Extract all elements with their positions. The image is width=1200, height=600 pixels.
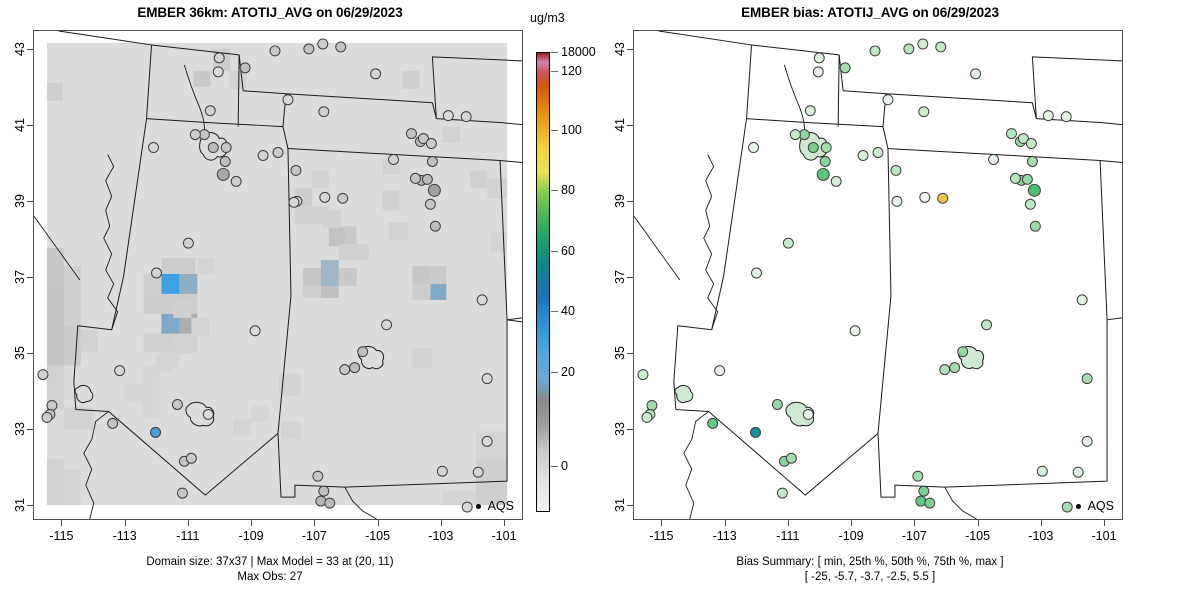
x-tick-label: -101 (491, 529, 517, 543)
colorbar-tick (551, 371, 558, 373)
y-tick (627, 504, 633, 506)
x-tick-label: -111 (176, 529, 200, 543)
caption-line-2: Max Obs: 27 (237, 571, 303, 583)
x-tick (851, 520, 853, 526)
x-tick (377, 520, 379, 526)
panel-bias: EMBER bias: ATOTIJ_AVG on 06/29/2023 (600, 0, 1200, 600)
aqs-dot-icon (475, 503, 481, 509)
x-tick (124, 520, 126, 526)
panel-title-model: EMBER 36km: ATOTIJ_AVG on 06/29/2023 (137, 5, 403, 20)
x-tick (251, 520, 253, 526)
colorbar-tick-label: 60 (561, 243, 575, 258)
y-tick (627, 48, 633, 50)
coastline-rivers (34, 64, 377, 519)
state-boundaries-bias (658, 31, 1122, 498)
y-tick (27, 428, 33, 430)
bias-base (634, 31, 1122, 519)
y-tick (27, 504, 33, 506)
lake-outlines (74, 132, 385, 427)
x-tick-label: -109 (238, 529, 264, 543)
x-tick-label: -113 (112, 529, 137, 543)
panel-title-bias: EMBER bias: ATOTIJ_AVG on 06/29/2023 (741, 5, 999, 20)
x-tick (1040, 520, 1042, 526)
y-tick (27, 276, 33, 278)
y-tick (627, 200, 633, 202)
x-tick-label: -113 (712, 529, 737, 543)
raster-cells (46, 48, 508, 506)
monitor-points-bias[interactable] (637, 38, 1093, 513)
x-tick-label: -115 (49, 529, 74, 543)
colorbar-gradient-model (536, 52, 550, 512)
x-tick (661, 520, 663, 526)
map-canvas-model (34, 31, 522, 519)
x-tick (61, 520, 63, 526)
x-tick-label: -111 (776, 529, 800, 543)
coastline-rivers-bias (634, 64, 977, 519)
colorbar-tick (551, 190, 558, 191)
x-tick (440, 520, 442, 526)
x-tick-label: -103 (1028, 529, 1054, 543)
aqs-legend-label: AQS (1087, 499, 1114, 513)
colorbar-tick (551, 71, 558, 73)
x-tick-label: -105 (365, 529, 391, 543)
colorbar-tick (551, 310, 558, 312)
y-tick (627, 352, 633, 354)
colorbar-tick (551, 130, 558, 132)
x-tick-label: -105 (965, 529, 991, 543)
x-tick-label: -115 (649, 529, 674, 543)
caption-model: Domain size: 37x37 | Max Model = 33 at (… (0, 555, 540, 585)
aqs-legend-bias: AQS (1075, 499, 1114, 513)
map-canvas-bias (634, 31, 1122, 519)
state-boundaries (58, 31, 522, 498)
colorbar-tick (551, 52, 558, 53)
colorbar-units-model: ug/m3 (530, 11, 565, 25)
x-tick-label: -103 (428, 529, 454, 543)
map-plot-model[interactable]: AQS (33, 30, 523, 520)
y-tick (27, 200, 33, 202)
colorbar-tick (551, 466, 558, 467)
y-tick (27, 352, 33, 354)
colorbar-tick-label: 20 (561, 364, 575, 379)
x-tick (1104, 520, 1106, 526)
y-tick (27, 48, 33, 50)
colorbar-tick (551, 250, 558, 252)
aqs-dot-icon (1075, 503, 1081, 509)
colorbar-tick-label: 80 (561, 183, 575, 197)
x-tick (187, 520, 189, 526)
caption-bias: Bias Summary: [ min, 25th %, 50th %, 75t… (600, 555, 1140, 585)
y-tick (27, 124, 33, 126)
x-tick (787, 520, 789, 526)
x-tick (977, 520, 979, 526)
x-tick-label: -109 (838, 529, 864, 543)
colorbar-tick-label: 18000 (561, 45, 596, 59)
y-tick (627, 124, 633, 126)
caption-line-1: Domain size: 37x37 | Max Model = 33 at (… (146, 556, 394, 568)
y-tick (627, 428, 633, 430)
colorbar-tick-label: 0 (561, 459, 568, 473)
monitor-points-model[interactable] (37, 38, 493, 513)
colorbar-tick-label: 120 (561, 64, 582, 79)
x-tick-label: -107 (301, 529, 327, 543)
colorbar-tick-label: 100 (561, 123, 582, 138)
caption-line-2: [ -25, -5.7, -3.7, -2.5, 5.5 ] (804, 571, 936, 583)
y-tick (627, 276, 633, 278)
panel-model: EMBER 36km: ATOTIJ_AVG on 06/29/2023 (0, 5, 596, 585)
x-tick (314, 520, 316, 526)
caption-line-1: Bias Summary: [ min, 25th %, 50th %, 75t… (736, 556, 1004, 568)
aqs-legend-model: AQS (475, 499, 514, 513)
x-tick-label: -107 (901, 529, 927, 543)
x-tick (504, 520, 506, 526)
colorbar-tick-label: 40 (561, 303, 575, 318)
x-tick (914, 520, 916, 526)
x-tick-label: -101 (1091, 529, 1117, 543)
map-plot-bias[interactable]: AQS (633, 30, 1123, 520)
aqs-legend-label: AQS (487, 499, 514, 513)
x-tick (724, 520, 726, 526)
